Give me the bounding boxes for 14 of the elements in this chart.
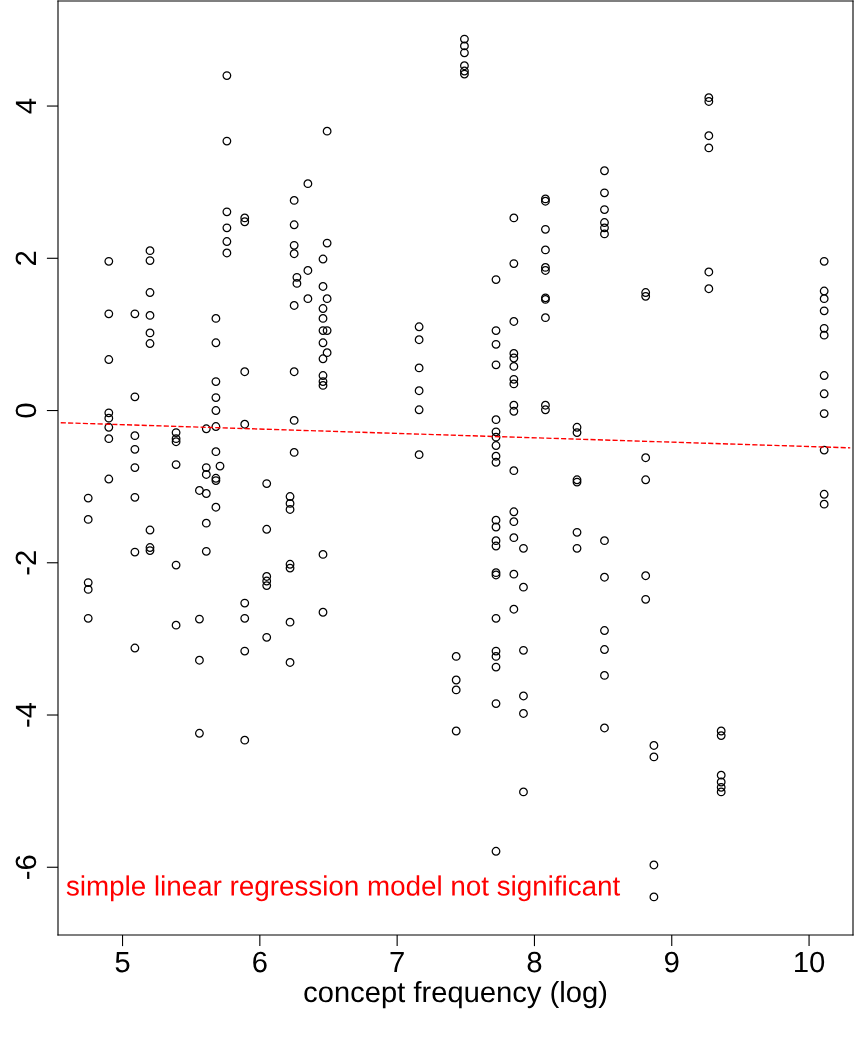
x-tick-label: 9	[665, 951, 679, 973]
x-tick-label: 5	[115, 952, 130, 973]
x-axis-title: concept frequency (log)	[304, 980, 607, 1009]
x-tick-label: 10	[795, 951, 825, 973]
x-tick-label: 7	[390, 952, 404, 973]
y-tick-label: 0	[15, 403, 37, 418]
y-tick-label: -2	[15, 551, 36, 575]
x-tick-label: 8	[527, 951, 542, 973]
x-tick-label: 6	[253, 951, 267, 973]
annotation: simple linear regression model not significant	[66, 875, 621, 902]
y-tick-label: -6	[15, 855, 37, 879]
y-tick-label: 4	[15, 98, 36, 114]
y-tick-label: -4	[15, 702, 36, 727]
y-tick-label: 2	[15, 251, 36, 265]
